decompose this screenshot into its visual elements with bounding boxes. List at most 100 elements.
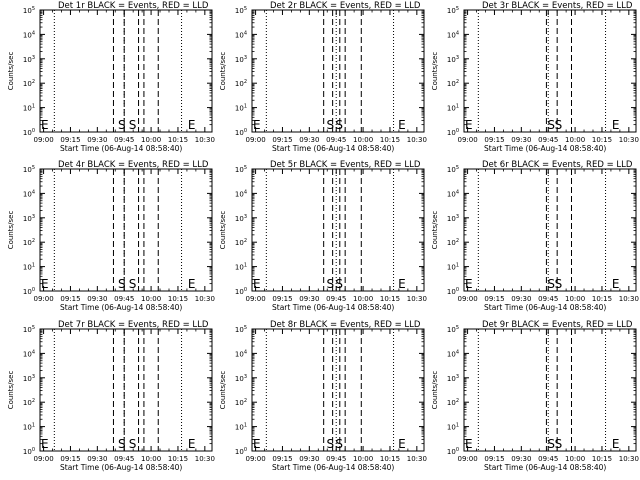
marker-label: S <box>326 118 334 132</box>
y-tick-label: 105 <box>235 6 247 15</box>
marker-label: E <box>188 437 196 451</box>
x-tick-label: 10:00 <box>565 455 585 463</box>
marker-label: E <box>41 118 49 132</box>
marker-label: E <box>398 118 406 132</box>
x-tick-label: 10:30 <box>407 136 427 144</box>
x-tick-label: 10:15 <box>592 295 612 303</box>
plot-frame <box>463 168 637 292</box>
x-tick-label: 09:30 <box>511 136 531 144</box>
x-tick-label: 10:30 <box>619 136 639 144</box>
y-tick-label: 101 <box>235 104 247 113</box>
y-tick-label: 104 <box>235 189 247 198</box>
x-tick-label: 09:00 <box>33 136 53 144</box>
y-tick-label: 101 <box>235 423 247 432</box>
x-tick-label: 09:45 <box>114 136 134 144</box>
x-axis-label: Start Time (06-Aug-14 08:58:40) <box>272 463 394 472</box>
x-tick-label: 10:30 <box>195 455 215 463</box>
marker-label: E <box>41 277 49 291</box>
plot-panel-5: Det 5r BLACK = Events, RED = LLD Counts/s… <box>219 160 427 312</box>
y-tick-label: 105 <box>235 325 247 334</box>
x-tick-label: 10:00 <box>141 136 161 144</box>
x-axis-label: Start Time (06-Aug-14 08:58:40) <box>272 303 394 312</box>
marker-label: S <box>547 437 555 451</box>
y-tick-label: 102 <box>235 79 247 88</box>
y-tick-label: 105 <box>23 325 35 334</box>
x-tick-label: 10:00 <box>565 295 585 303</box>
marker-label: E <box>253 118 261 132</box>
y-tick-label: 102 <box>23 238 35 247</box>
plot-panel-1: Det 1r BLACK = Events, RED = LLD Counts/s… <box>7 1 215 153</box>
y-tick-label: 104 <box>235 349 247 358</box>
x-tick-label: 10:00 <box>353 136 373 144</box>
marker-label: E <box>398 437 406 451</box>
marker-label: S <box>326 277 334 291</box>
x-tick-label: 09:45 <box>114 295 134 303</box>
plot-title: Det 3r BLACK = Events, RED = LLD <box>482 1 633 11</box>
x-tick-label: 09:00 <box>245 295 265 303</box>
y-tick-label: 105 <box>235 165 247 174</box>
x-tick-label: 10:00 <box>565 136 585 144</box>
marker-label: S <box>335 437 343 451</box>
x-tick-label: 10:15 <box>168 295 188 303</box>
y-tick-label: 102 <box>235 238 247 247</box>
y-tick-label: 105 <box>447 6 459 15</box>
y-tick-label: 105 <box>447 325 459 334</box>
y-tick-label: 102 <box>447 398 459 407</box>
marker-label: S <box>555 437 563 451</box>
x-tick-label: 09:00 <box>457 455 477 463</box>
x-tick-label: 09:15 <box>484 136 504 144</box>
x-tick-label: 09:00 <box>245 136 265 144</box>
marker-label: S <box>335 277 343 291</box>
plot-title: Det 7r BLACK = Events, RED = LLD <box>58 320 209 330</box>
y-tick-label: 103 <box>447 214 459 223</box>
x-tick-label: 09:45 <box>538 295 558 303</box>
x-tick-label: 09:45 <box>538 136 558 144</box>
x-tick-label: 10:00 <box>141 455 161 463</box>
x-tick-label: 10:00 <box>141 295 161 303</box>
x-tick-label: 10:30 <box>195 295 215 303</box>
x-tick-label: 09:30 <box>511 455 531 463</box>
y-tick-label: 101 <box>447 104 459 113</box>
plot-frame <box>463 328 637 452</box>
y-axis-label: Counts/sec <box>219 52 227 91</box>
x-tick-label: 09:45 <box>538 455 558 463</box>
marker-label: S <box>547 277 555 291</box>
y-tick-label: 104 <box>23 189 35 198</box>
y-tick-label: 103 <box>23 55 35 64</box>
y-tick-label: 105 <box>23 165 35 174</box>
plot-panel-2: Det 2r BLACK = Events, RED = LLD Counts/s… <box>219 1 427 153</box>
x-tick-label: 10:15 <box>168 455 188 463</box>
x-tick-label: 09:00 <box>33 295 53 303</box>
x-tick-label: 09:30 <box>299 295 319 303</box>
marker-label: E <box>612 437 620 451</box>
x-tick-label: 10:30 <box>407 295 427 303</box>
y-tick-label: 103 <box>23 374 35 383</box>
y-tick-label: 103 <box>23 214 35 223</box>
marker-label: S <box>129 437 137 451</box>
y-tick-label: 100 <box>447 447 459 456</box>
x-tick-label: 10:30 <box>407 455 427 463</box>
y-tick-label: 103 <box>447 374 459 383</box>
x-tick-label: 10:15 <box>592 455 612 463</box>
x-tick-label: 09:30 <box>299 455 319 463</box>
plot-frame <box>251 328 425 452</box>
x-axis-label: Start Time (06-Aug-14 08:58:40) <box>60 144 182 153</box>
plot-title: Det 8r BLACK = Events, RED = LLD <box>270 320 421 330</box>
x-tick-label: 10:15 <box>380 136 400 144</box>
x-axis-label: Start Time (06-Aug-14 08:58:40) <box>60 303 182 312</box>
x-tick-label: 10:15 <box>380 295 400 303</box>
marker-label: S <box>335 118 343 132</box>
marker-label: S <box>129 118 137 132</box>
x-tick-label: 09:15 <box>272 136 292 144</box>
x-tick-label: 09:15 <box>60 455 80 463</box>
y-tick-label: 104 <box>447 30 459 39</box>
x-tick-label: 09:15 <box>60 136 80 144</box>
y-axis-label: Counts/sec <box>7 211 15 250</box>
plot-frame <box>39 328 213 452</box>
y-tick-label: 101 <box>23 263 35 272</box>
marker-label: E <box>188 118 196 132</box>
plot-frame <box>463 9 637 133</box>
y-tick-label: 102 <box>23 398 35 407</box>
x-axis-label: Start Time (06-Aug-14 08:58:40) <box>484 463 606 472</box>
